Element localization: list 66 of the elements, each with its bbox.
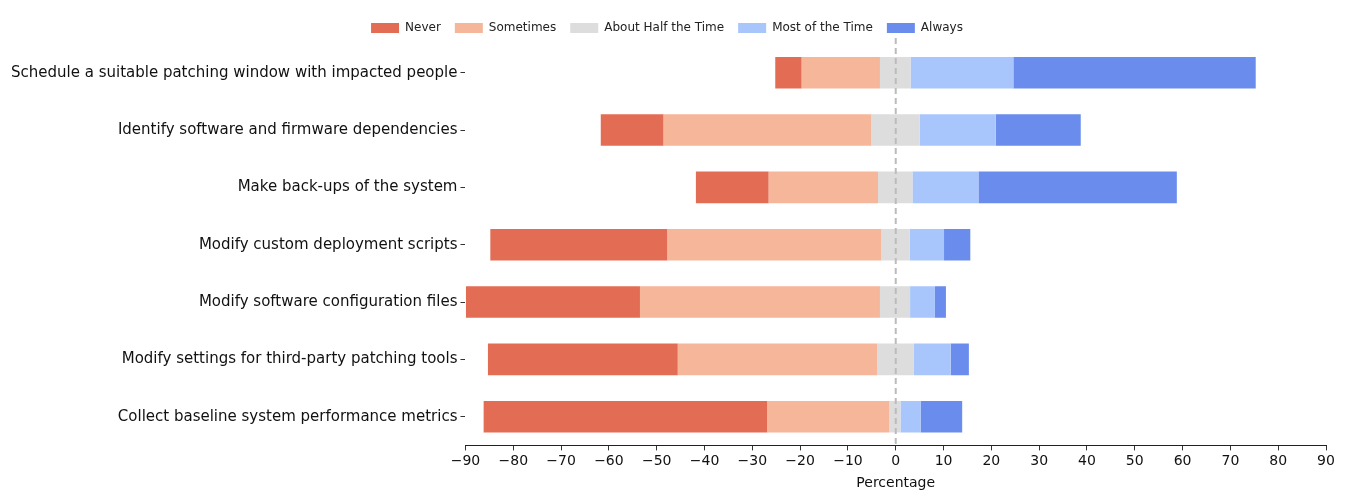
bar xyxy=(900,400,921,433)
y-tick-label: Collect baseline system performance metrics xyxy=(117,406,458,425)
bar xyxy=(909,228,945,261)
bar xyxy=(801,56,880,89)
x-tick-label: 60 xyxy=(1173,452,1192,469)
bar xyxy=(910,56,1014,89)
bar xyxy=(910,286,935,318)
x-tick-label: −90 xyxy=(450,452,481,469)
bar xyxy=(879,56,911,89)
bar xyxy=(919,114,996,146)
x-tick-label: 90 xyxy=(1317,452,1335,469)
x-tick-label: −30 xyxy=(737,452,768,469)
x-tick-label: −60 xyxy=(594,452,624,469)
x-tick-label: 30 xyxy=(1030,452,1049,469)
x-tick-label: −70 xyxy=(546,452,576,469)
bar xyxy=(995,114,1081,146)
x-tick-label: −80 xyxy=(498,452,529,469)
bar xyxy=(950,343,969,376)
bar xyxy=(934,286,946,318)
legend-label: Most of the Time xyxy=(772,20,873,35)
x-tick-label: 20 xyxy=(982,452,1001,469)
bar xyxy=(490,228,668,261)
bar xyxy=(912,171,979,204)
bar xyxy=(879,286,911,318)
y-tick-label: Identify software and firmware dependencies xyxy=(117,119,458,138)
x-tick-label: 40 xyxy=(1078,452,1096,469)
bar xyxy=(695,171,769,204)
bar xyxy=(920,400,963,433)
bar xyxy=(483,400,768,433)
bar xyxy=(465,286,640,318)
x-tick-label: 80 xyxy=(1269,452,1288,469)
y-tick-label: Modify settings for third-party patching tools xyxy=(121,349,458,368)
bar xyxy=(913,343,951,376)
y-tick-label: Modify software configuration files xyxy=(198,291,458,310)
x-tick-label: 10 xyxy=(934,452,953,469)
legend-label: Sometimes xyxy=(488,20,557,35)
x-tick-label: 0 xyxy=(891,452,901,469)
bar xyxy=(487,343,678,376)
bar xyxy=(639,286,880,318)
bar xyxy=(600,114,664,146)
x-tick-label: 70 xyxy=(1221,452,1240,469)
legend-label: Always xyxy=(920,20,963,35)
x-tick-label: −40 xyxy=(689,452,720,469)
bar xyxy=(767,400,890,433)
bar xyxy=(978,171,1177,204)
x-tick-label: −50 xyxy=(641,452,672,469)
bar xyxy=(881,228,910,261)
bar xyxy=(944,228,971,261)
y-tick-label: Modify custom deployment scripts xyxy=(198,234,458,253)
bar xyxy=(768,171,879,204)
bar xyxy=(877,343,914,376)
legend-label: Never xyxy=(405,20,441,35)
x-tick-label: 50 xyxy=(1125,452,1144,469)
bar xyxy=(775,56,802,89)
x-tick-label: −20 xyxy=(785,452,815,469)
legend-label: About Half the Time xyxy=(604,20,725,35)
bar xyxy=(871,114,920,146)
x-tick-label: −10 xyxy=(833,452,863,469)
y-tick-label: Make back-ups of the system xyxy=(237,177,458,196)
bar xyxy=(1013,56,1256,89)
bar xyxy=(663,114,872,146)
y-tick-label: Schedule a suitable patching window with impacted people xyxy=(10,62,458,81)
bar xyxy=(878,171,913,204)
bar xyxy=(677,343,878,376)
bar xyxy=(667,228,882,261)
x-axis-title: Percentage xyxy=(856,474,936,491)
